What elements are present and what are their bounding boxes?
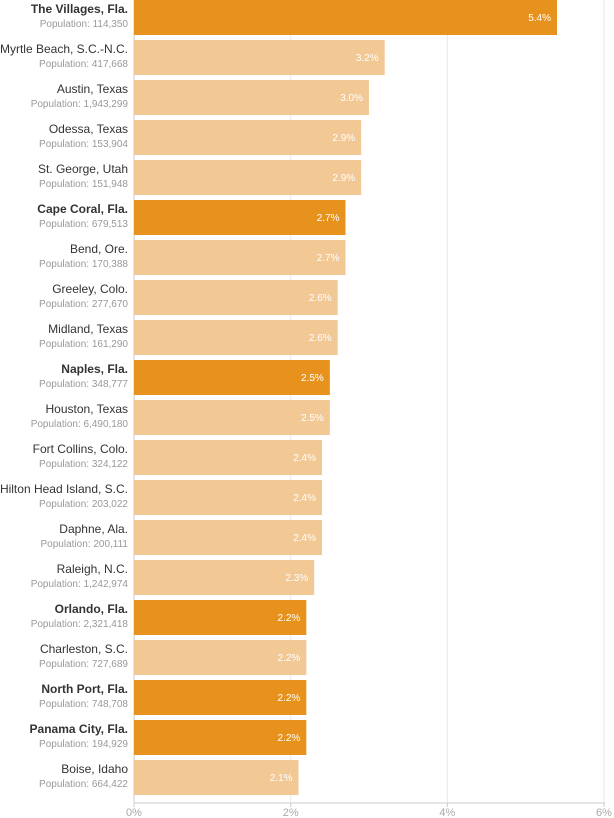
bar-value-label: 2.2% bbox=[278, 733, 301, 744]
bar bbox=[134, 240, 346, 275]
bar-value-label: 2.4% bbox=[293, 453, 316, 464]
category-name: Boise, Idaho bbox=[61, 762, 128, 776]
bars: 5.4% 3.2% 3.0% 2.9% 2.9% 2.7% 2.7% 2.6% 2.6% 2.5%… bbox=[134, 0, 557, 795]
bar bbox=[134, 400, 330, 435]
category-population: Population: 1,943,299 bbox=[31, 99, 129, 110]
category-name: North Port, Fla. bbox=[41, 682, 128, 696]
category-name: Hilton Head Island, S.C. bbox=[0, 482, 128, 496]
bar bbox=[134, 160, 362, 195]
bar bbox=[134, 80, 369, 115]
bar-value-label: 2.2% bbox=[278, 613, 301, 624]
category-population: Population: 170,388 bbox=[39, 259, 128, 270]
category-population: Population: 6,490,180 bbox=[31, 419, 129, 430]
category-name: Panama City, Fla. bbox=[30, 722, 128, 736]
x-tick-label: 2% bbox=[283, 807, 299, 818]
category-population: Population: 748,708 bbox=[39, 699, 128, 710]
category-population: Population: 161,290 bbox=[39, 339, 128, 350]
bar-value-label: 2.3% bbox=[285, 573, 308, 584]
category-name: Houston, Texas bbox=[46, 402, 129, 416]
bar bbox=[134, 280, 338, 315]
bar bbox=[134, 0, 557, 35]
category-name: Bend, Ore. bbox=[70, 242, 128, 256]
bar bbox=[134, 200, 346, 235]
category-name: Orlando, Fla. bbox=[55, 602, 128, 616]
category-population: Population: 1,242,974 bbox=[31, 579, 129, 590]
bar bbox=[134, 600, 307, 635]
bar-value-label: 2.1% bbox=[270, 773, 293, 784]
bar-value-label: 2.7% bbox=[317, 253, 340, 264]
bar bbox=[134, 120, 362, 155]
bar bbox=[134, 640, 307, 675]
category-name: Midland, Texas bbox=[48, 322, 128, 336]
bar-value-label: 2.2% bbox=[278, 693, 301, 704]
bar bbox=[134, 560, 315, 595]
category-name: Odessa, Texas bbox=[49, 122, 128, 136]
category-population: Population: 194,929 bbox=[39, 739, 128, 750]
bar-value-label: 2.5% bbox=[301, 373, 324, 384]
category-name: Daphne, Ala. bbox=[59, 522, 128, 536]
category-population: Population: 324,122 bbox=[39, 459, 128, 470]
category-population: Population: 727,689 bbox=[39, 659, 128, 670]
category-name: The Villages, Fla. bbox=[31, 2, 128, 16]
category-population: Population: 151,948 bbox=[39, 179, 128, 190]
x-tick-label: 0% bbox=[126, 807, 142, 818]
category-name: Raleigh, N.C. bbox=[57, 562, 128, 576]
category-population: Population: 664,422 bbox=[39, 779, 128, 790]
bar bbox=[134, 680, 307, 715]
category-name: Fort Collins, Colo. bbox=[33, 442, 128, 456]
x-axis: 0% 2% 4% 6% bbox=[126, 802, 612, 818]
bar-value-label: 5.4% bbox=[528, 13, 551, 24]
bar bbox=[134, 440, 322, 475]
category-population: Population: 679,513 bbox=[39, 219, 128, 230]
bar-value-label: 2.6% bbox=[309, 333, 332, 344]
bar bbox=[134, 480, 322, 515]
category-population: Population: 348,777 bbox=[39, 379, 128, 390]
x-tick-label: 6% bbox=[596, 807, 612, 818]
bar bbox=[134, 40, 385, 75]
bar-value-label: 2.9% bbox=[332, 173, 355, 184]
bar bbox=[134, 720, 307, 755]
category-name: Myrtle Beach, S.C.-N.C. bbox=[0, 42, 128, 56]
bar-value-label: 2.4% bbox=[293, 533, 316, 544]
bar-value-label: 2.6% bbox=[309, 293, 332, 304]
category-name: Greeley, Colo. bbox=[52, 282, 128, 296]
category-population: Population: 153,904 bbox=[39, 139, 128, 150]
bar bbox=[134, 520, 322, 555]
category-name: Cape Coral, Fla. bbox=[37, 202, 128, 216]
category-population: Population: 277,670 bbox=[39, 299, 128, 310]
category-labels: The Villages, Fla. Population: 114,350 Myr… bbox=[0, 2, 128, 790]
category-population: Population: 200,111 bbox=[41, 539, 129, 550]
category-population: Population: 203,022 bbox=[39, 499, 128, 510]
category-name: St. George, Utah bbox=[38, 162, 128, 176]
bar-value-label: 2.9% bbox=[332, 133, 355, 144]
bar bbox=[134, 760, 299, 795]
category-name: Charleston, S.C. bbox=[40, 642, 128, 656]
category-population: Population: 417,668 bbox=[39, 59, 128, 70]
category-name: Austin, Texas bbox=[57, 82, 128, 96]
category-name: Naples, Fla. bbox=[61, 362, 128, 376]
bar-value-label: 3.0% bbox=[340, 93, 363, 104]
bar bbox=[134, 320, 338, 355]
bar bbox=[134, 360, 330, 395]
bar-value-label: 2.2% bbox=[278, 653, 301, 664]
category-population: Population: 114,350 bbox=[40, 19, 129, 30]
bar-value-label: 2.4% bbox=[293, 493, 316, 504]
bar-value-label: 3.2% bbox=[356, 53, 379, 64]
bar-value-label: 2.5% bbox=[301, 413, 324, 424]
bar-value-label: 2.7% bbox=[317, 213, 340, 224]
category-population: Population: 2,321,418 bbox=[31, 619, 129, 630]
x-tick-label: 4% bbox=[439, 807, 455, 818]
